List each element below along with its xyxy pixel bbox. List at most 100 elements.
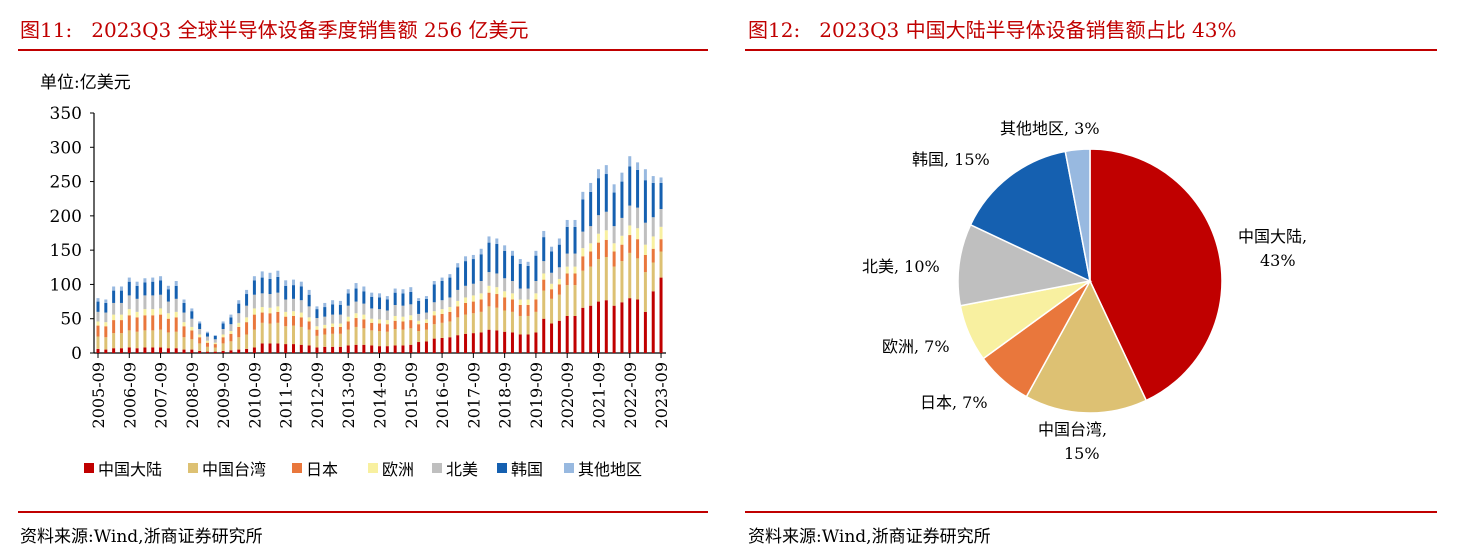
bar-segment-其他地区	[245, 289, 249, 295]
bar-segment-其他地区	[205, 331, 209, 334]
bar-segment-中国大陆	[370, 345, 374, 353]
bar-segment-韩国	[495, 243, 499, 274]
x-tick-label: 2005-09	[89, 362, 108, 428]
bar-segment-韩国	[276, 276, 280, 293]
bar-segment-中国台湾	[464, 314, 468, 334]
bar-segment-欧洲	[636, 228, 640, 240]
bar-segment-中国台湾	[119, 333, 123, 349]
bar-segment-其他地区	[166, 285, 170, 290]
bar-segment-欧洲	[284, 311, 288, 317]
bar-segment-中国台湾	[401, 329, 405, 346]
bar-segment-日本	[284, 316, 288, 327]
bar-segment-韩国	[292, 285, 295, 299]
bar-segment-欧洲	[565, 266, 569, 274]
bar-segment-中国大陆	[268, 343, 272, 353]
bar-segment-北美	[96, 311, 100, 322]
bar-segment-其他地区	[487, 236, 491, 243]
bar-segment-中国台湾	[589, 266, 593, 306]
bar-segment-其他地区	[284, 280, 288, 286]
bar-segment-中国台湾	[292, 325, 295, 345]
y-tick-label: 350	[50, 104, 82, 124]
bar-segment-其他地区	[362, 286, 366, 292]
bar-segment-其他地区	[479, 248, 483, 255]
bar-segment-欧洲	[659, 226, 663, 240]
bar-segment-欧洲	[151, 309, 155, 316]
bar-segment-韩国	[589, 191, 593, 227]
bar-segment-日本	[104, 326, 108, 338]
bar-segment-韩国	[487, 242, 491, 273]
bar-segment-中国大陆	[659, 277, 663, 353]
bar-segment-中国大陆	[487, 329, 491, 353]
bar-segment-欧洲	[299, 312, 303, 318]
bar-segment-中国台湾	[370, 330, 374, 346]
bar-segment-中国大陆	[620, 302, 624, 353]
bar-segment-日本	[198, 337, 202, 344]
bar-segment-欧洲	[229, 331, 233, 334]
bar-segment-欧洲	[432, 311, 436, 316]
bar-segment-北美	[651, 217, 655, 237]
x-tick-label: 2011-09	[277, 362, 296, 428]
bar-segment-中国台湾	[581, 270, 585, 308]
bar-segment-其他地区	[237, 300, 241, 304]
bar-segment-日本	[643, 254, 647, 273]
bar-segment-日本	[378, 323, 382, 332]
bar-segment-日本	[596, 242, 600, 260]
bar-segment-欧洲	[260, 307, 264, 313]
bar-segment-中国台湾	[198, 343, 202, 351]
bar-segment-欧洲	[213, 342, 217, 345]
bar-segment-日本	[636, 239, 640, 259]
bar-segment-北美	[245, 305, 249, 318]
bar-segment-日本	[409, 320, 413, 329]
bar-segment-欧洲	[643, 244, 647, 255]
bar-segment-其他地区	[135, 281, 139, 286]
bar-segment-欧洲	[354, 313, 358, 319]
bar-segment-中国台湾	[237, 337, 241, 350]
bar-segment-其他地区	[440, 277, 444, 281]
bar-segment-北美	[464, 285, 468, 298]
bar-segment-中国台湾	[636, 258, 640, 300]
bar-segment-中国台湾	[268, 323, 272, 344]
bar-segment-中国大陆	[471, 333, 475, 353]
bar-segment-欧洲	[292, 311, 295, 316]
bar-segment-中国大陆	[542, 318, 546, 353]
bar-segment-中国台湾	[159, 329, 163, 348]
bar-segment-日本	[659, 239, 663, 252]
bar-segment-其他地区	[182, 299, 186, 303]
bar-segment-中国大陆	[276, 343, 280, 353]
bar-segment-中国台湾	[518, 315, 522, 335]
bar-segment-欧洲	[487, 285, 491, 293]
x-tick-label: 2014-09	[371, 362, 390, 428]
bar-segment-韩国	[127, 281, 131, 296]
bar-segment-北美	[362, 303, 366, 315]
bar-segment-日本	[245, 322, 249, 335]
pie-slice-中国大陆	[1089, 148, 1223, 402]
bar-segment-中国大陆	[190, 349, 194, 353]
bar-segment-中国台湾	[448, 321, 452, 338]
bar-segment-北美	[198, 329, 202, 335]
bar-segment-欧洲	[542, 273, 546, 280]
left-figure-title: 图11: 2023Q3 全球半导体设备季度销售额 256 亿美元	[20, 18, 529, 42]
bar-segment-日本	[252, 314, 256, 330]
pie-label-pct: 43%	[1260, 251, 1296, 270]
bar-segment-中国大陆	[456, 335, 460, 353]
bar-segment-中国台湾	[315, 335, 319, 348]
bar-segment-欧洲	[417, 320, 421, 325]
bar-segment-中国大陆	[604, 300, 608, 353]
bar-segment-韩国	[612, 192, 616, 227]
bar-segment-日本	[510, 299, 514, 312]
bar-segment-其他地区	[119, 286, 123, 291]
bar-segment-日本	[221, 337, 225, 344]
bar-segment-中国大陆	[127, 347, 131, 353]
bar-segment-其他地区	[385, 296, 389, 300]
bar-segment-北美	[229, 324, 233, 332]
bar-segment-其他地区	[424, 296, 428, 299]
right-source: 资料来源:Wind,浙商证券研究所	[748, 527, 991, 547]
bar-segment-北美	[143, 295, 147, 310]
bar-segment-韩国	[401, 293, 405, 306]
bar-segment-日本	[456, 306, 460, 318]
bar-segment-韩国	[604, 174, 608, 212]
x-tick-label: 2021-09	[589, 362, 608, 428]
bar-segment-北美	[503, 278, 507, 292]
bar-segment-北美	[495, 273, 499, 288]
bar-segment-韩国	[190, 311, 194, 319]
